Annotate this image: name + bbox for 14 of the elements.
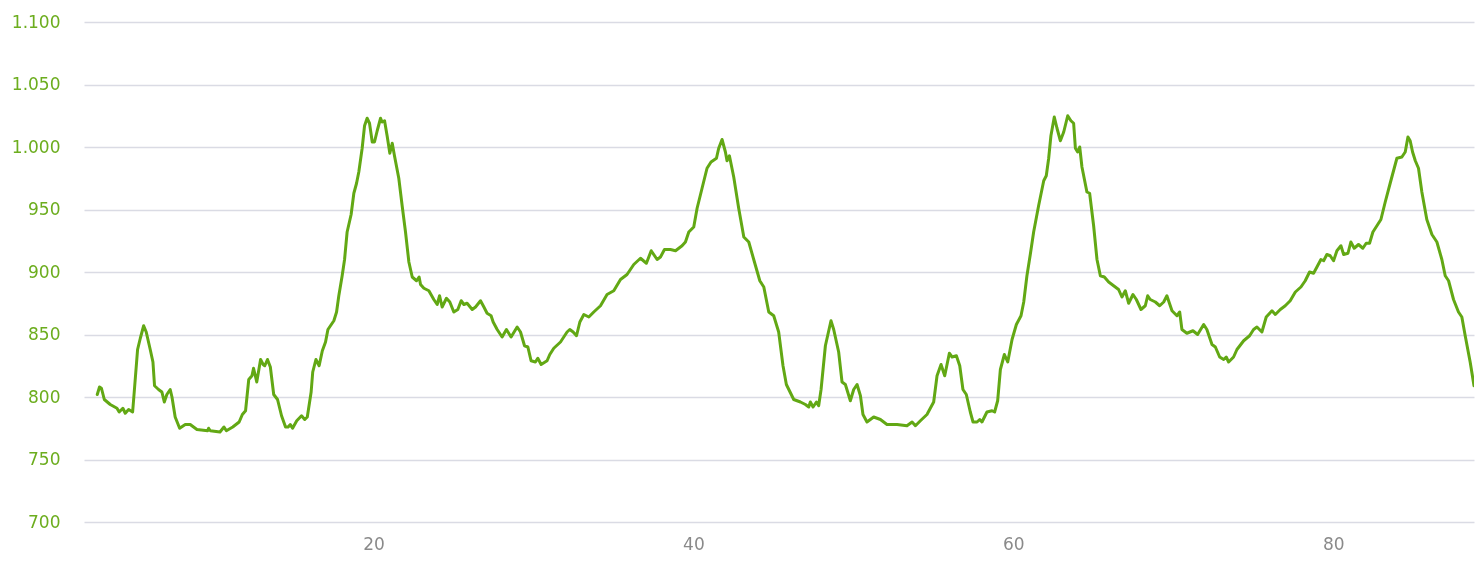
x-tick-label: 40 <box>683 533 705 554</box>
y-tick-label: 750 <box>28 449 61 469</box>
x-tick-label: 60 <box>1003 533 1025 554</box>
y-tick-label: 700 <box>28 511 61 532</box>
y-tick-label: 850 <box>28 324 61 344</box>
y-tick-label: 900 <box>28 261 61 282</box>
x-tick-label: 20 <box>363 533 385 554</box>
y-tick-label: 1.050 <box>11 74 61 94</box>
y-tick-label: 1.000 <box>11 136 61 157</box>
line-series <box>95 114 1474 434</box>
y-tick-label: 1.100 <box>11 11 61 32</box>
y-tick-label: 950 <box>28 199 61 219</box>
y-tick-label: 800 <box>28 386 61 407</box>
x-tick-label: 80 <box>1322 533 1345 554</box>
